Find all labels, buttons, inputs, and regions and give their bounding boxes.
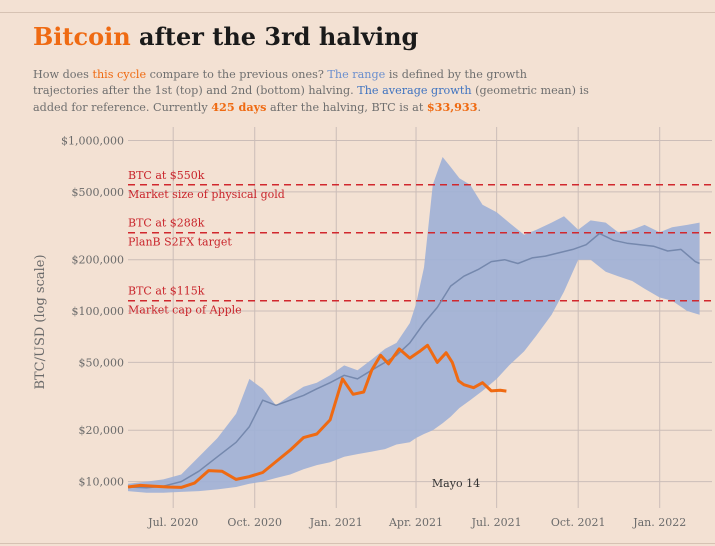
- y-tick-label: $50,000: [79, 356, 125, 369]
- range-band-area: [128, 157, 700, 493]
- y-axis-label: BTC/USD (log scale): [33, 254, 48, 389]
- reference-label-below: Market cap of Apple: [128, 304, 242, 317]
- x-tick-label: Jul. 2020: [147, 516, 198, 529]
- subtitle-days: 425 days: [211, 100, 267, 114]
- top-divider: [0, 12, 715, 13]
- y-tick-label: $10,000: [79, 476, 125, 489]
- y-tick-label: $200,000: [72, 254, 125, 267]
- x-tick-label: Oct. 2020: [227, 516, 282, 529]
- subtitle-price: $33,933: [426, 100, 478, 114]
- x-tick-label: Jan. 2021: [309, 516, 363, 529]
- x-tick-label: Jan. 2022: [632, 516, 686, 529]
- range-band: [128, 157, 700, 493]
- x-tick-label: Jul. 2021: [471, 516, 522, 529]
- subtitle-the-range: The range: [327, 68, 386, 81]
- reference-lines: BTC at $550k Market size of physical gold…: [128, 169, 712, 317]
- reference-label-above: BTC at $288k: [128, 217, 205, 230]
- reference-label-above: BTC at $115k: [128, 285, 205, 298]
- average-growth-line: [127, 232, 700, 489]
- chart-title: Bitcoin after the 3rd halving: [33, 22, 418, 51]
- title-accent: Bitcoin: [33, 22, 131, 51]
- chart-subtitle: How does this cycle compare to the previ…: [33, 67, 593, 116]
- subtitle-text-2: compare to the previous ones?: [146, 68, 328, 81]
- subtitle-text-3: is defined by the growth trajectories af…: [33, 68, 527, 97]
- subtitle-text-4: (geometric mean) is added for reference.…: [33, 84, 589, 114]
- subtitle-text-1: How does: [33, 68, 93, 81]
- subtitle-this-cycle: this cycle: [92, 68, 147, 81]
- bottom-divider: [0, 543, 715, 544]
- y-tick-label: $20,000: [79, 424, 125, 437]
- reference-label-below: Market size of physical gold: [128, 188, 285, 201]
- subtitle-text-5: after the halving, BTC is at: [266, 101, 427, 114]
- axis-labels: $10,000 $20,000 $50,000 $100,000 $200,000 $50…: [61, 135, 686, 529]
- x-tick-label: Apr. 2021: [388, 516, 443, 529]
- reference-label-below: PlanB S2FX target: [128, 236, 232, 249]
- y-tick-label: $100,000: [72, 305, 125, 318]
- subtitle-text-6: .: [477, 101, 482, 114]
- this-cycle-line: [127, 343, 507, 489]
- x-tick-label: Oct. 2021: [551, 516, 606, 529]
- subtitle-average-growth: The average growth: [357, 84, 472, 97]
- reference-label-above: BTC at $550k: [128, 169, 205, 182]
- series-lines: [127, 232, 700, 489]
- y-tick-label: $500,000: [72, 186, 125, 199]
- x-annotation: Mayo 14: [432, 477, 480, 490]
- title-rest: after the 3rd halving: [130, 22, 419, 51]
- y-tick-label: $1,000,000: [61, 135, 124, 148]
